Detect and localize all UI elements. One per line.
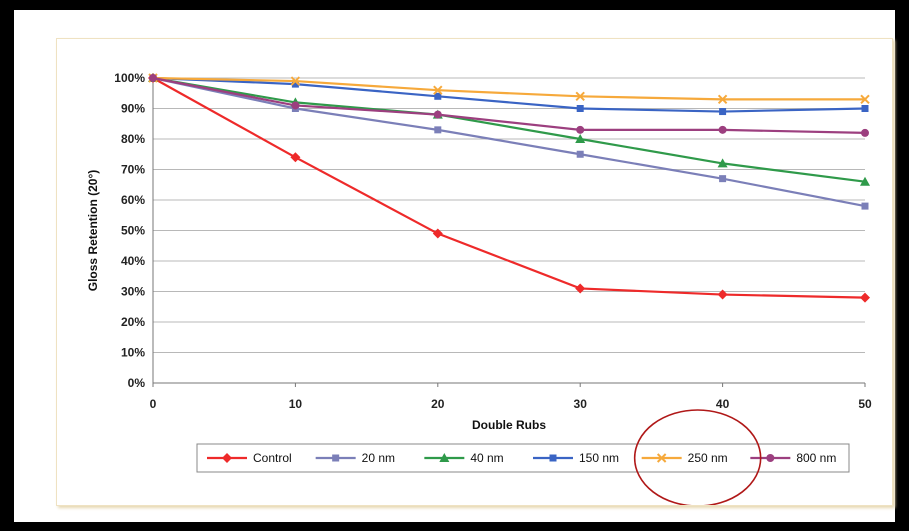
data-point: [861, 202, 869, 210]
data-point: [433, 110, 442, 119]
data-point: [860, 176, 870, 186]
legend-label: 250 nm: [688, 451, 728, 465]
y-tick-label: 10%: [121, 346, 145, 360]
series-line: [152, 76, 866, 113]
x-tick-label: 40: [716, 397, 730, 411]
data-point: [222, 453, 232, 463]
annotation-ellipse: [633, 409, 762, 505]
series-line: [152, 77, 866, 299]
data-point: [433, 85, 443, 95]
data-point: [719, 175, 727, 183]
x-tick-label: 0: [150, 397, 157, 411]
y-tick-label: 60%: [121, 193, 145, 207]
legend-item: 800 nm: [750, 451, 836, 465]
data-point: [291, 80, 299, 88]
legend-item: 250 nm: [641, 451, 728, 465]
data-point: [575, 91, 585, 102]
legend-item: 150 nm: [533, 451, 619, 465]
data-point: [576, 105, 584, 112]
data-point: [576, 150, 584, 158]
data-point: [861, 105, 869, 112]
legend-item: 40 nm: [424, 451, 504, 465]
legend-box: [196, 443, 850, 473]
y-tick-labels: 0% 10% 20% 30% 40% 50% 60% 70% 80% 90% 100%: [114, 71, 145, 390]
data-point: [432, 228, 443, 239]
x-tick-label: 50: [858, 397, 872, 411]
data-point: [439, 453, 450, 462]
screenshot-frame: 0% 10% 20% 30% 40% 50% 60% 70% 80% 90% 100% 0 10 20 3…: [14, 10, 895, 522]
data-point: [575, 134, 586, 143]
data-point: [434, 92, 442, 100]
data-point: [860, 94, 870, 105]
data-point: [149, 74, 157, 82]
x-tick-label: 10: [289, 397, 303, 411]
data-point: [766, 454, 775, 462]
y-tick-label: 100%: [114, 71, 145, 85]
data-point: [718, 125, 727, 134]
data-point: [719, 108, 727, 116]
y-tick-label: 20%: [121, 315, 145, 329]
chart-area: 0% 10% 20% 30% 40% 50% 60% 70% 80% 90% 100% 0 10 20 3…: [56, 38, 893, 506]
line-chart: 0% 10% 20% 30% 40% 50% 60% 70% 80% 90% 100% 0 10 20 3…: [86, 71, 872, 505]
series-line: [152, 76, 866, 134]
legend-item: Control: [207, 451, 292, 465]
series-lines: [148, 73, 870, 303]
legend: Control 20 nm 40 nm 150 nm 250 nm 800 nm: [196, 443, 850, 473]
series-line: [152, 76, 866, 208]
data-point: [332, 454, 340, 462]
x-tick-labels: 0 10 20 30 40 50: [150, 397, 872, 411]
data-point: [576, 125, 585, 134]
series-control: [148, 73, 870, 303]
y-tick-label: 30%: [121, 285, 145, 299]
y-tick-label: 0%: [128, 376, 146, 390]
legend-label: 800 nm: [796, 451, 836, 465]
data-point: [549, 454, 557, 462]
data-point: [575, 283, 586, 294]
gridlines: [153, 77, 865, 384]
y-tick-label: 40%: [121, 254, 145, 268]
series-line: [152, 76, 865, 101]
data-point: [717, 94, 728, 105]
y-tick-label: 70%: [121, 163, 145, 177]
series-800-nm: [149, 74, 869, 137]
legend-label: 150 nm: [579, 451, 619, 465]
data-point: [290, 76, 301, 86]
legend-label: 40 nm: [470, 451, 503, 465]
data-point: [717, 158, 728, 168]
x-tick-label: 20: [431, 397, 445, 411]
x-axis-title: Double Rubs: [472, 418, 546, 432]
y-axis-title: Gloss Retention (20°): [86, 170, 100, 291]
series-line: [152, 76, 866, 183]
data-point: [656, 453, 667, 463]
axes: [152, 78, 866, 387]
data-point: [290, 152, 301, 163]
legend-item: 20 nm: [315, 451, 395, 465]
data-point: [291, 101, 300, 110]
data-point: [860, 292, 870, 303]
legend-label: Control: [253, 451, 292, 465]
x-tick-label: 30: [574, 397, 588, 411]
y-tick-label: 90%: [121, 102, 145, 116]
y-tick-label: 80%: [121, 132, 145, 146]
data-point: [717, 289, 728, 300]
y-tick-label: 50%: [121, 224, 145, 238]
data-point: [861, 128, 869, 137]
legend-label: 20 nm: [362, 451, 395, 465]
series-40-nm: [148, 73, 870, 186]
data-point: [434, 126, 442, 134]
